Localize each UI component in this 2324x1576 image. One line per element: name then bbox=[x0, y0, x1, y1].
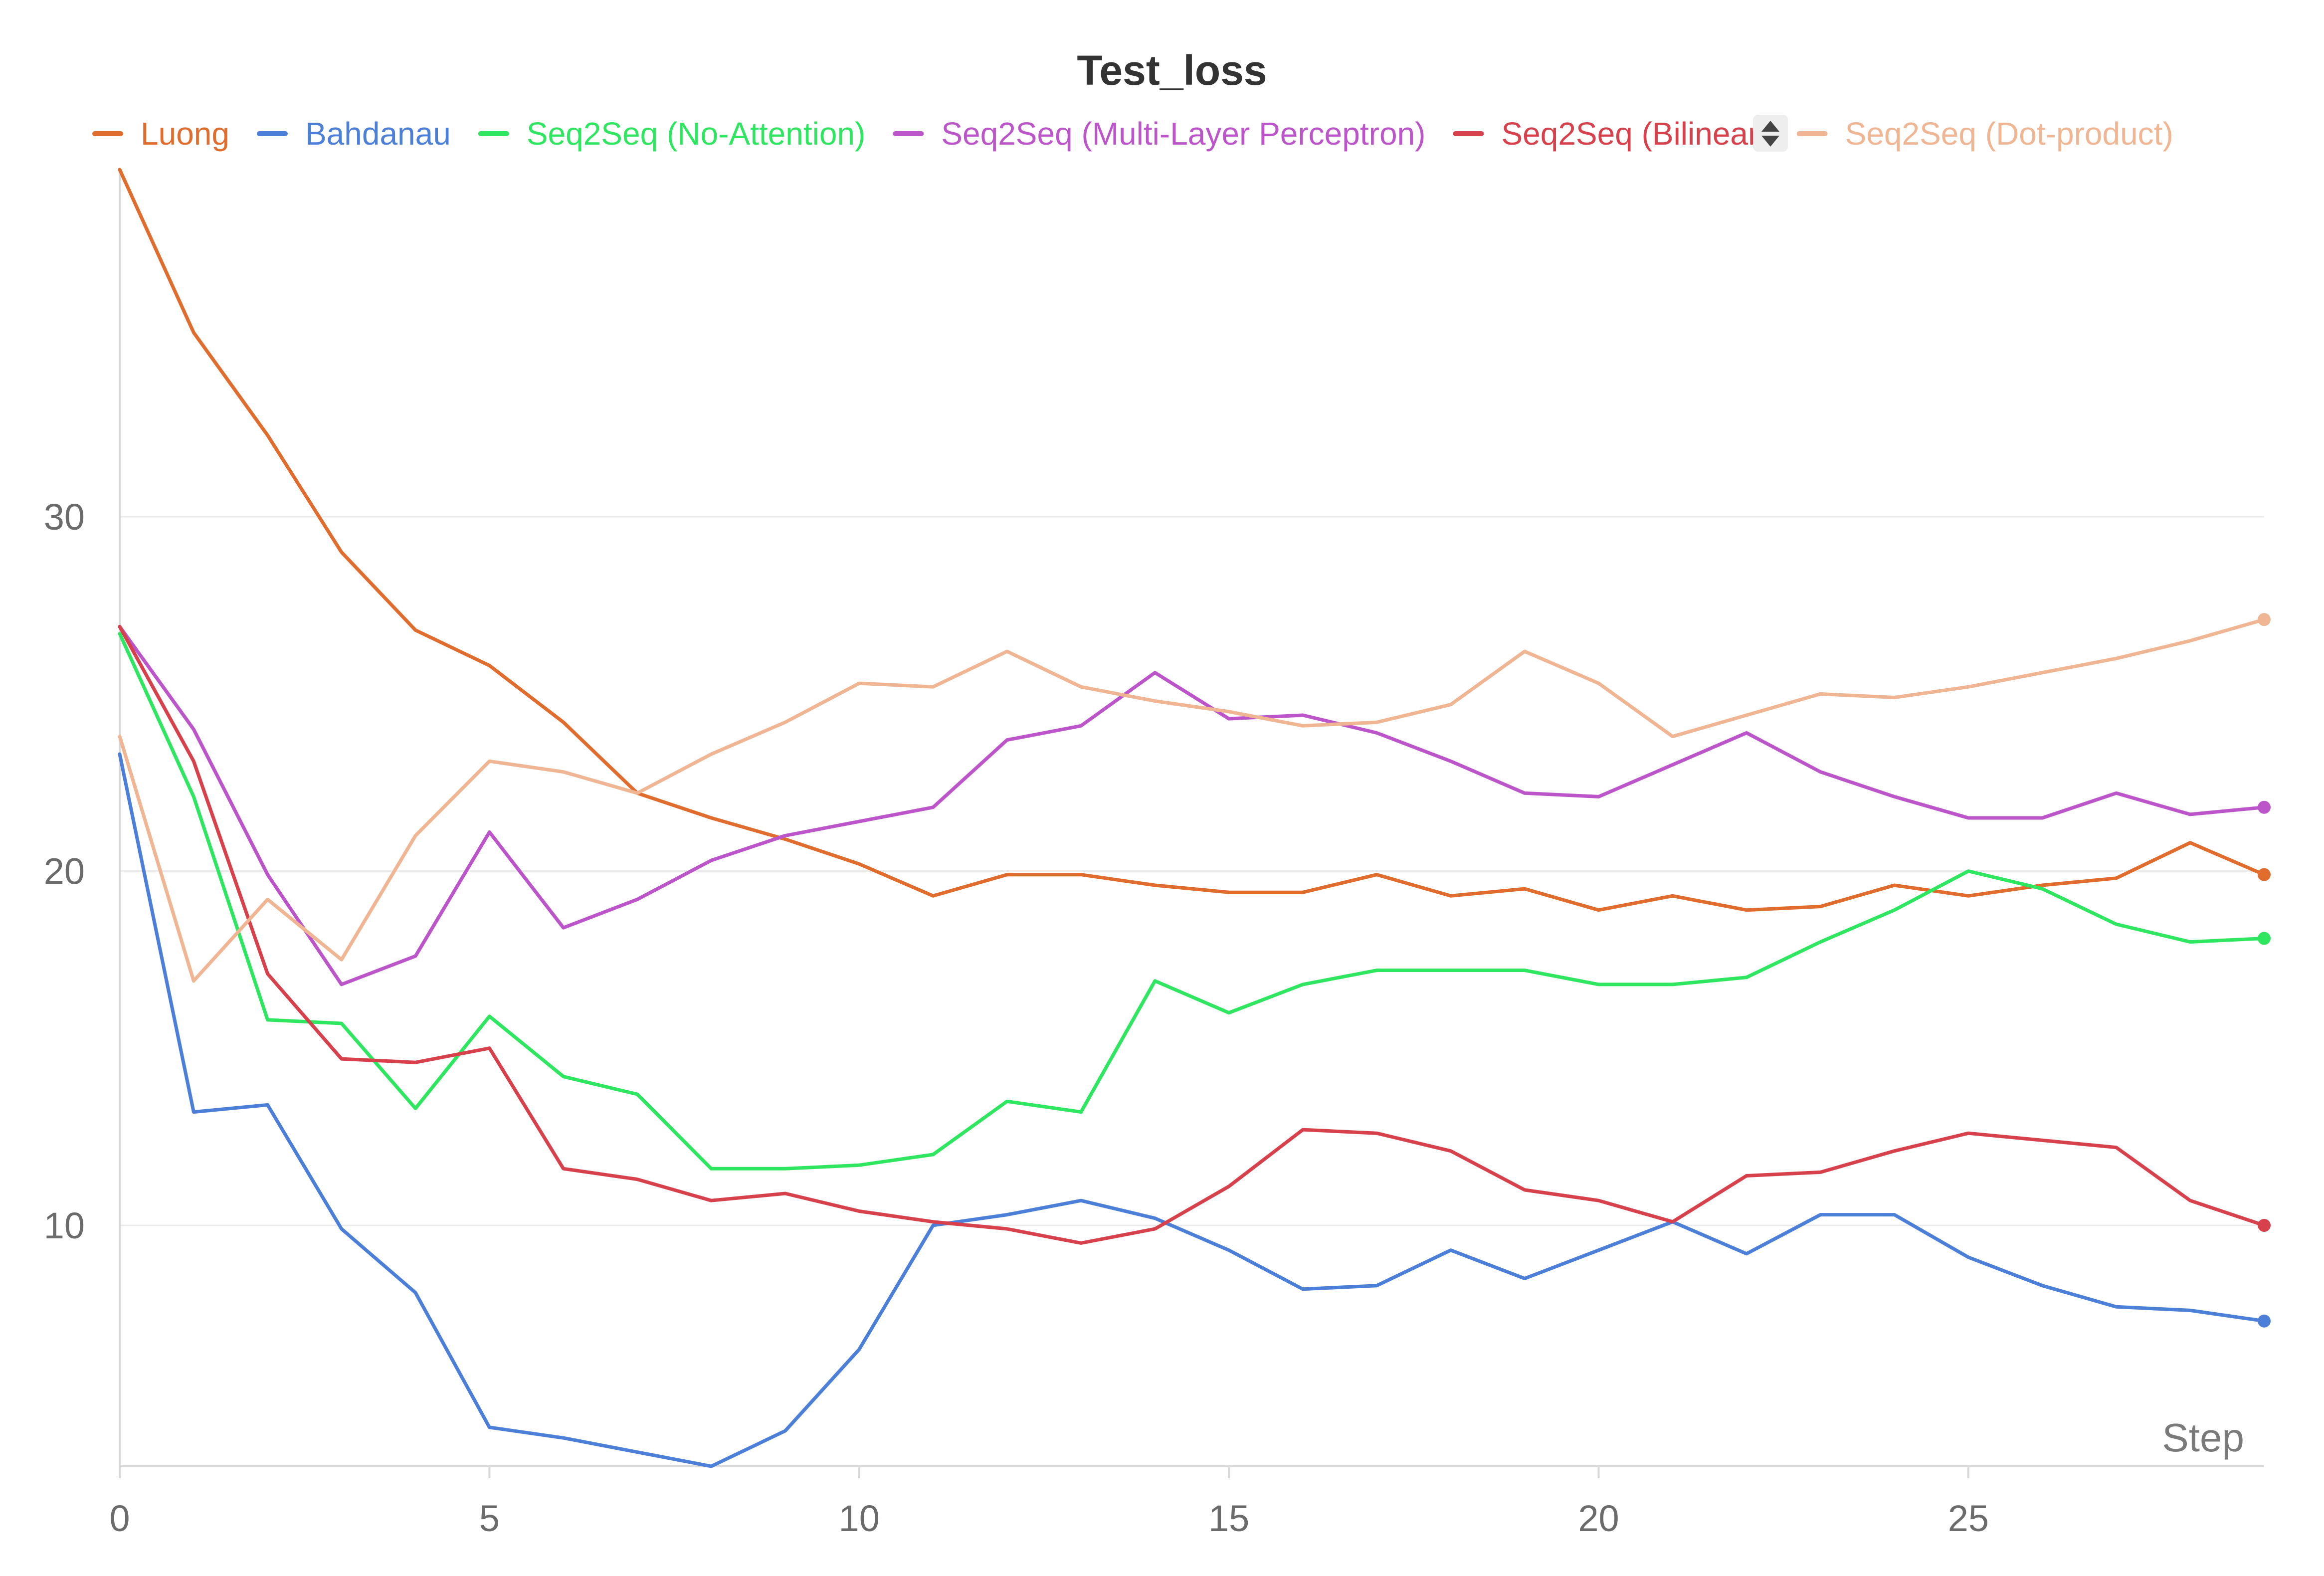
chart-title: Test_loss bbox=[1077, 47, 1267, 94]
x-tick-label: 10 bbox=[839, 1498, 880, 1539]
x-tick-label: 5 bbox=[479, 1498, 500, 1539]
x-tick-label: 25 bbox=[1948, 1498, 1989, 1539]
legend-scroll-background bbox=[1753, 115, 1788, 152]
x-tick-label: 0 bbox=[109, 1498, 130, 1539]
series-end-point-bahdanau bbox=[2258, 1314, 2271, 1328]
gridlines: 10 20 30 bbox=[44, 496, 2264, 1246]
series-end-point-luong bbox=[2258, 868, 2271, 881]
legend-item-seq2seq-no-attention[interactable]: Seq2Seq (No-Attention) bbox=[478, 116, 866, 152]
y-tick-label: 10 bbox=[44, 1205, 85, 1246]
legend-item-seq2seq-dot-product[interactable]: Seq2Seq (Dot-product) bbox=[1796, 116, 2173, 152]
legend-label: Seq2Seq (Bilinear) bbox=[1501, 116, 1769, 152]
up-down-arrows-icon bbox=[1761, 121, 1779, 147]
series-end-points bbox=[2258, 613, 2271, 1328]
legend-label: Seq2Seq (Dot-product) bbox=[1845, 116, 2173, 152]
x-tick-label: 20 bbox=[1578, 1498, 1619, 1539]
series-lines bbox=[118, 168, 2266, 1468]
legend-label: Seq2Seq (Multi-Layer Perceptron) bbox=[941, 116, 1425, 152]
series-end-point-seq2seq-dot-product bbox=[2258, 613, 2271, 626]
x-axis-label: Step bbox=[2162, 1415, 2244, 1460]
y-tick-label: 20 bbox=[44, 851, 85, 892]
legend: Luong Bahdanau Seq2Seq (No-Attention) Seq2S… bbox=[92, 116, 2173, 152]
series-line-seq2seq-dot-product[interactable] bbox=[118, 617, 2266, 983]
legend-label: Luong bbox=[141, 116, 229, 152]
legend-label: Seq2Seq (No-Attention) bbox=[527, 116, 866, 152]
series-line-seq2seq-no-attention[interactable] bbox=[118, 632, 2266, 1171]
legend-label: Bahdanau bbox=[305, 116, 451, 152]
legend-item-seq2seq-bilinear[interactable]: Seq2Seq (Bilinear) bbox=[1453, 116, 1769, 152]
y-tick-label: 30 bbox=[44, 496, 85, 538]
series-end-point-seq2seq-multi-layer-perceptron bbox=[2258, 800, 2271, 814]
series-end-point-seq2seq-bilinear bbox=[2258, 1218, 2271, 1232]
legend-item-bahdanau[interactable]: Bahdanau bbox=[256, 116, 451, 152]
series-line-bahdanau[interactable] bbox=[118, 752, 2266, 1468]
series-line-seq2seq-bilinear[interactable] bbox=[118, 624, 2266, 1245]
series-end-point-seq2seq-no-attention bbox=[2258, 932, 2271, 945]
x-tick-label: 15 bbox=[1208, 1498, 1249, 1539]
legend-item-seq2seq-multi-layer-perceptron[interactable]: Seq2Seq (Multi-Layer Perceptron) bbox=[893, 116, 1425, 152]
series-line-seq2seq-multi-layer-perceptron[interactable] bbox=[118, 624, 2266, 986]
series-line-luong[interactable] bbox=[118, 168, 2266, 912]
axes: 0 5 10 15 20 25 bbox=[109, 170, 2264, 1539]
legend-item-luong[interactable]: Luong bbox=[92, 116, 229, 152]
legend-scroll-button[interactable] bbox=[1753, 115, 1788, 152]
